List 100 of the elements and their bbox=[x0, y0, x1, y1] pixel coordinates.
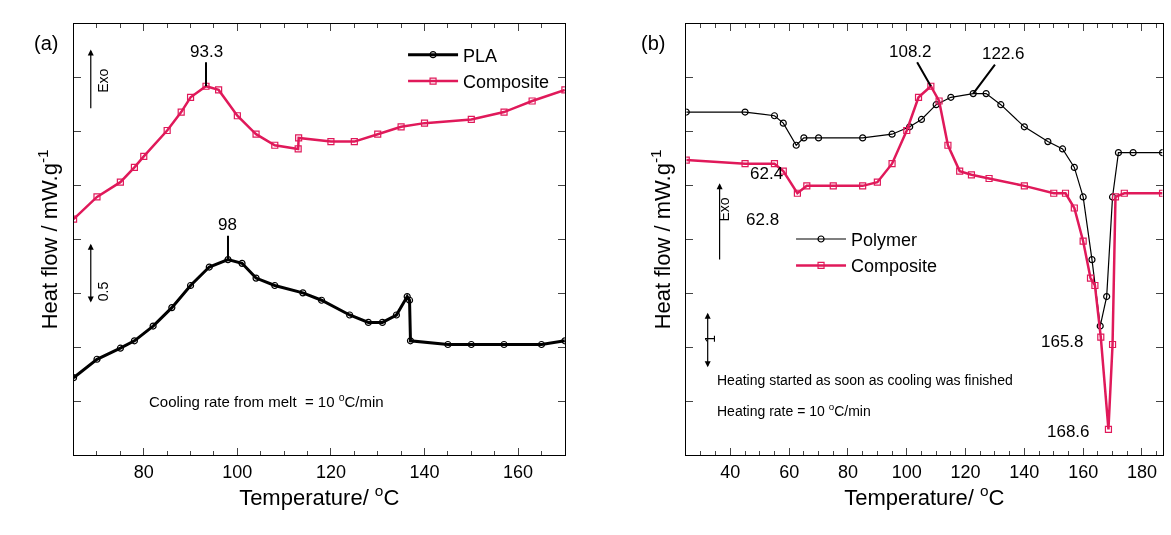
point bbox=[271, 281, 279, 290]
annotation: 0.5 bbox=[94, 281, 111, 302]
point bbox=[800, 134, 808, 142]
point bbox=[500, 340, 508, 349]
point bbox=[914, 93, 923, 101]
point bbox=[317, 296, 326, 304]
point bbox=[528, 97, 536, 105]
point bbox=[252, 274, 260, 282]
point bbox=[420, 119, 429, 127]
x-tick-label: 160 bbox=[503, 461, 534, 482]
annotation: 93.3 bbox=[190, 42, 224, 61]
point bbox=[741, 108, 749, 116]
point bbox=[917, 115, 926, 124]
point bbox=[295, 134, 303, 142]
legend-label: Polymer bbox=[851, 230, 918, 251]
annotation: Cooling rate from melt = 10 $^{o}$C/min bbox=[149, 391, 384, 411]
x-tick-label: 140 bbox=[409, 461, 440, 482]
point bbox=[873, 178, 881, 186]
point bbox=[467, 115, 475, 124]
point bbox=[956, 167, 964, 175]
x-tick-label: 80 bbox=[133, 461, 154, 482]
annotation: Heating rate = 10 $^{o}$C/min bbox=[717, 401, 871, 419]
point bbox=[1079, 193, 1087, 201]
point bbox=[927, 82, 935, 90]
point bbox=[859, 134, 867, 142]
point bbox=[405, 296, 414, 304]
point bbox=[294, 145, 302, 153]
legend-label: Composite bbox=[463, 72, 550, 93]
point bbox=[374, 130, 382, 138]
point bbox=[1114, 149, 1123, 157]
point bbox=[969, 90, 977, 98]
point bbox=[238, 259, 246, 267]
legend-label: PLA bbox=[463, 45, 498, 66]
point bbox=[770, 112, 779, 120]
point bbox=[299, 289, 307, 297]
point bbox=[186, 93, 195, 101]
point bbox=[444, 340, 452, 349]
annotation: 165.8 bbox=[1041, 332, 1084, 351]
point bbox=[1020, 182, 1028, 190]
point bbox=[932, 101, 940, 109]
point bbox=[859, 182, 867, 190]
point bbox=[803, 182, 811, 190]
x-tick-label: 160 bbox=[1068, 461, 1099, 482]
point bbox=[364, 318, 372, 326]
point bbox=[1104, 425, 1113, 433]
point bbox=[888, 160, 896, 168]
point bbox=[1050, 189, 1058, 197]
point bbox=[1086, 274, 1095, 282]
point bbox=[779, 119, 787, 127]
annotation: 1 bbox=[702, 334, 719, 343]
text: (b) bbox=[641, 32, 666, 54]
point bbox=[982, 90, 990, 98]
x-tick-label: 180 bbox=[1126, 461, 1157, 482]
x-tick-label: 120 bbox=[950, 461, 981, 482]
point bbox=[1088, 256, 1096, 264]
point bbox=[944, 141, 952, 149]
point bbox=[793, 189, 801, 197]
point bbox=[1079, 237, 1087, 245]
annotation: 98 bbox=[218, 215, 237, 234]
x-tick-label: 140 bbox=[1009, 461, 1040, 482]
point bbox=[537, 340, 546, 349]
point bbox=[233, 112, 241, 120]
point bbox=[1103, 292, 1111, 301]
point bbox=[997, 101, 1005, 109]
point bbox=[163, 126, 171, 135]
annotation: 62.4 bbox=[750, 164, 784, 183]
point bbox=[500, 108, 508, 116]
point bbox=[140, 152, 148, 160]
point bbox=[967, 171, 976, 179]
annotation: 168.6 bbox=[1047, 422, 1090, 441]
point bbox=[1020, 123, 1028, 131]
point bbox=[130, 337, 139, 345]
point bbox=[397, 123, 405, 131]
point bbox=[271, 141, 279, 149]
annotation: 62.8 bbox=[746, 210, 780, 229]
point bbox=[906, 123, 914, 131]
point bbox=[215, 86, 223, 94]
annotation: 108.2 bbox=[889, 42, 932, 61]
point bbox=[116, 344, 124, 352]
x-tick-label: 120 bbox=[315, 461, 346, 482]
point bbox=[792, 141, 800, 149]
x-tick-label: 80 bbox=[837, 461, 858, 482]
point bbox=[186, 281, 195, 290]
point bbox=[829, 182, 837, 190]
point bbox=[1120, 189, 1128, 197]
point bbox=[346, 311, 354, 319]
point bbox=[177, 108, 185, 116]
legend-label: Composite bbox=[851, 256, 938, 277]
point bbox=[935, 97, 943, 105]
x-tick-label: 100 bbox=[222, 461, 253, 482]
x-tick-label: 60 bbox=[779, 461, 800, 482]
point bbox=[130, 163, 139, 172]
point bbox=[93, 355, 101, 363]
x-tick-label: 100 bbox=[891, 461, 922, 482]
annotation: 122.6 bbox=[982, 44, 1025, 63]
point bbox=[888, 130, 896, 138]
point bbox=[1070, 204, 1078, 212]
point bbox=[149, 322, 157, 330]
point bbox=[406, 337, 415, 345]
x-tick-label: 40 bbox=[720, 461, 741, 482]
